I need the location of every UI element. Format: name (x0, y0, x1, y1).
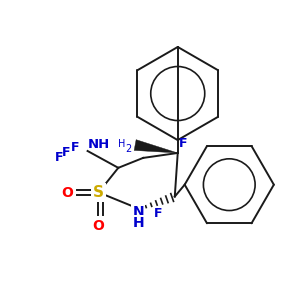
Text: F: F (55, 152, 64, 164)
Text: S: S (93, 185, 104, 200)
Text: F: F (154, 207, 162, 220)
Polygon shape (134, 140, 178, 153)
Text: NH: NH (88, 138, 110, 151)
Text: N: N (132, 206, 144, 219)
Text: 2: 2 (125, 144, 131, 154)
Text: F: F (71, 140, 80, 154)
Text: H: H (132, 216, 144, 230)
Text: O: O (92, 219, 104, 233)
Text: O: O (61, 186, 73, 200)
Text: F: F (178, 136, 187, 150)
Text: F: F (61, 146, 70, 160)
Text: H: H (118, 139, 126, 149)
